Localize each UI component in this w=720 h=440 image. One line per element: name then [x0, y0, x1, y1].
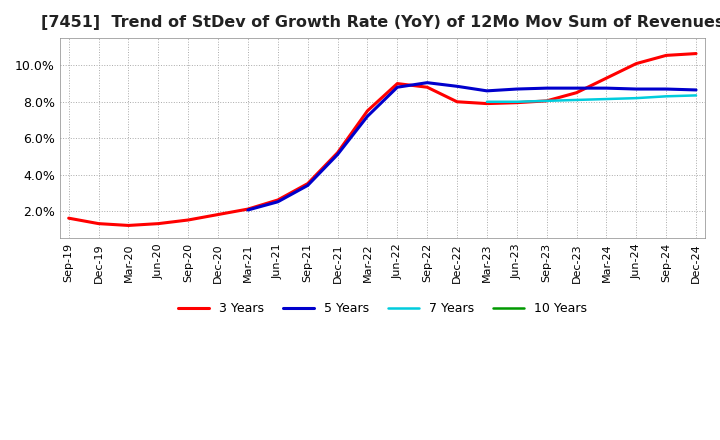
- 5 Years: [482, 88, 491, 93]
- 7 Years: [692, 93, 701, 98]
- 3 Years: [572, 90, 581, 95]
- Legend: 3 Years, 5 Years, 7 Years, 10 Years: 3 Years, 5 Years, 7 Years, 10 Years: [173, 297, 592, 320]
- Title: [7451]  Trend of StDev of Growth Rate (YoY) of 12Mo Mov Sum of Revenues: [7451] Trend of StDev of Growth Rate (Yo…: [41, 15, 720, 30]
- 7 Years: [572, 97, 581, 103]
- 5 Years: [632, 86, 641, 92]
- 5 Years: [393, 84, 402, 90]
- 3 Years: [184, 217, 192, 223]
- 3 Years: [243, 206, 252, 212]
- 5 Years: [423, 80, 431, 85]
- 5 Years: [692, 87, 701, 92]
- 7 Years: [513, 99, 521, 104]
- 3 Years: [482, 101, 491, 106]
- 7 Years: [662, 94, 670, 99]
- Line: 5 Years: 5 Years: [248, 83, 696, 210]
- 3 Years: [154, 221, 163, 226]
- 3 Years: [602, 76, 611, 81]
- 3 Years: [303, 181, 312, 186]
- 5 Years: [602, 85, 611, 91]
- 3 Years: [363, 108, 372, 114]
- 3 Years: [453, 99, 462, 104]
- 5 Years: [333, 152, 342, 157]
- Line: 3 Years: 3 Years: [68, 54, 696, 225]
- 3 Years: [393, 81, 402, 86]
- 3 Years: [692, 51, 701, 56]
- 7 Years: [602, 96, 611, 102]
- 3 Years: [423, 84, 431, 90]
- 7 Years: [632, 95, 641, 101]
- 3 Years: [274, 198, 282, 203]
- 5 Years: [513, 86, 521, 92]
- Line: 7 Years: 7 Years: [487, 95, 696, 102]
- 3 Years: [542, 98, 551, 103]
- 5 Years: [274, 199, 282, 205]
- 7 Years: [482, 99, 491, 104]
- 3 Years: [662, 53, 670, 58]
- 5 Years: [662, 86, 670, 92]
- 3 Years: [632, 61, 641, 66]
- 3 Years: [124, 223, 132, 228]
- 7 Years: [542, 98, 551, 103]
- 5 Years: [453, 84, 462, 89]
- 5 Years: [572, 85, 581, 91]
- 3 Years: [513, 100, 521, 105]
- 3 Years: [64, 216, 73, 221]
- 3 Years: [333, 150, 342, 155]
- 3 Years: [94, 221, 103, 226]
- 5 Years: [243, 207, 252, 213]
- 5 Years: [363, 114, 372, 119]
- 5 Years: [303, 183, 312, 188]
- 5 Years: [542, 85, 551, 91]
- 3 Years: [214, 212, 222, 217]
